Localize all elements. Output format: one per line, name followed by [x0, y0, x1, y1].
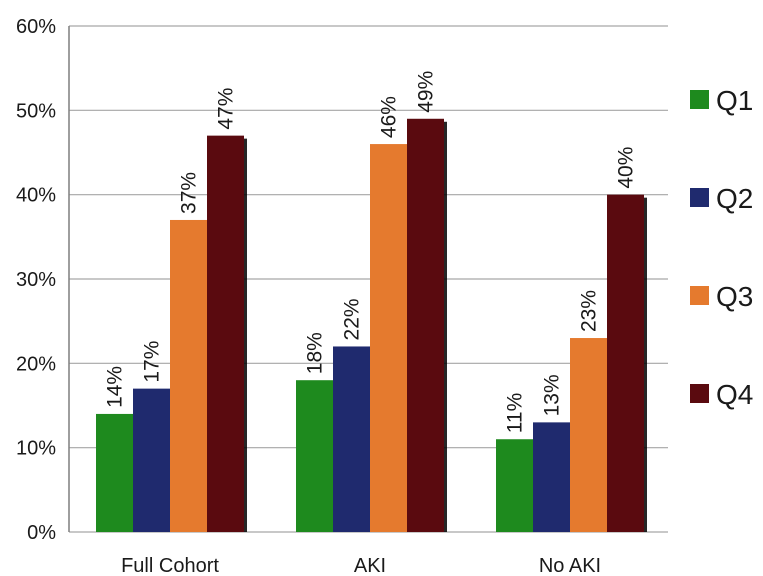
y-axis-tick-labels: 0% 10% 20% 30% 40% 50% 60% [16, 16, 56, 544]
bars [96, 118, 647, 533]
bar-Q3-2 [570, 338, 607, 532]
data-label: 40% [615, 147, 638, 189]
category-label: AKI [354, 555, 386, 576]
y-tick-label: 20% [16, 353, 56, 375]
legend-label: Q1 [716, 85, 753, 116]
legend-swatch-Q3 [690, 286, 709, 305]
bar-Q2-1 [333, 346, 370, 532]
bar-Q4-2 [607, 194, 644, 532]
bar-Q1-2 [496, 439, 533, 532]
data-label: 37% [178, 172, 201, 214]
data-label: 49% [415, 71, 438, 113]
y-tick-label: 60% [16, 16, 56, 38]
legend-swatch-Q1 [690, 90, 709, 109]
category-label: Full Cohort [121, 555, 219, 576]
bar-Q1-0 [96, 413, 133, 532]
bar-Q3-0 [170, 219, 207, 532]
bar-Q3-1 [370, 144, 407, 533]
bar-Q4-1 [407, 118, 444, 533]
x-axis-category-labels: Full Cohort AKI No AKI [121, 555, 601, 576]
bar-Q4-0 [207, 135, 244, 532]
data-label: 46% [378, 96, 401, 138]
y-tick-label: 0% [27, 522, 56, 544]
y-tick-label: 50% [16, 100, 56, 122]
legend-label: Q2 [716, 183, 753, 214]
data-label: 11% [504, 393, 527, 433]
category-label: No AKI [539, 555, 601, 576]
data-label: 22% [341, 298, 364, 340]
legend-label: Q3 [716, 281, 753, 312]
data-label: 47% [215, 88, 238, 130]
data-label: 13% [541, 374, 564, 416]
legend-label: Q4 [716, 379, 753, 410]
data-label: 17% [141, 341, 164, 383]
legend: Q1 Q2 Q3 Q4 [690, 85, 753, 410]
data-label: 18% [304, 332, 327, 374]
y-tick-label: 30% [16, 269, 56, 291]
data-label: 23% [578, 290, 601, 332]
data-label: 14% [104, 366, 127, 408]
y-tick-label: 40% [16, 185, 56, 207]
bar-Q2-2 [533, 422, 570, 532]
legend-swatch-Q2 [690, 188, 709, 207]
y-tick-label: 10% [16, 438, 56, 460]
legend-swatch-Q4 [690, 384, 709, 403]
bar-Q2-0 [133, 388, 170, 532]
bar-Q1-1 [296, 380, 333, 532]
data-labels: 14% 17% 37% 47% 18% 22% 46% 49% 11% 13% 23% 40% [104, 71, 638, 433]
